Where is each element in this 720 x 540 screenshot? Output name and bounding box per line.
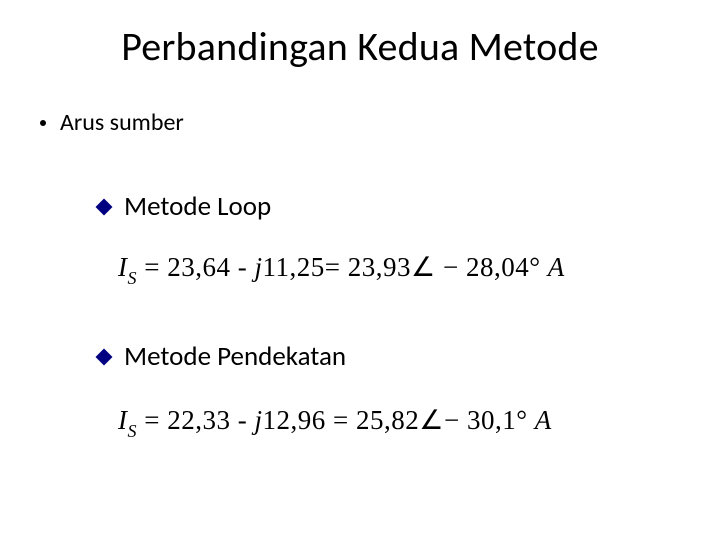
eq-angsign: − — [444, 405, 460, 435]
slide: Perbandingan Kedua Metode Arus sumber Me… — [0, 0, 720, 540]
eq-ang: 28,04 — [466, 252, 529, 282]
sub-bullet-label: Metode Pendekatan — [124, 340, 346, 373]
sub-bullet-label: Metode Loop — [124, 190, 271, 223]
eq-eq2: = — [333, 405, 356, 435]
eq-var: I — [118, 405, 128, 435]
eq-ang: 30,1 — [467, 405, 516, 435]
eq-j: j — [254, 252, 262, 282]
eq-re: 23,64 — [167, 252, 230, 282]
eq-sub: S — [128, 268, 138, 288]
equation-metode-loop: IS = 23,64 - j11,25= 23,93∠ − 28,04° A — [118, 252, 565, 287]
bullet-text: Arus sumber — [60, 108, 184, 137]
eq-unit: A — [548, 252, 565, 282]
bullet-dot-icon — [40, 120, 46, 126]
bullet-item-arus-sumber: Arus sumber — [40, 108, 184, 137]
eq-equals: = — [144, 405, 167, 435]
slide-title: Perbandingan Kedua Metode — [0, 22, 720, 71]
equation-metode-pendekatan: IS = 22,33 - j12,96 = 25,82∠− 30,1° A — [118, 405, 552, 440]
eq-equals: = — [144, 252, 167, 282]
eq-var: I — [118, 252, 128, 282]
eq-imsign: - — [238, 405, 255, 435]
diamond-bullet-icon — [96, 198, 113, 215]
eq-deg: ° — [516, 405, 535, 435]
eq-angsign: − — [443, 252, 459, 282]
eq-im: 12,96 — [263, 405, 326, 435]
eq-unit: A — [535, 405, 552, 435]
eq-mag: 23,93 — [348, 252, 411, 282]
eq-mag: 25,82 — [356, 405, 419, 435]
eq-j: j — [254, 405, 262, 435]
eq-im: 11,25 — [263, 252, 325, 282]
eq-space — [459, 252, 466, 282]
sub-bullet-metode-loop: Metode Loop — [98, 190, 271, 223]
eq-sub: S — [128, 421, 138, 441]
eq-angle-sym: ∠ — [419, 405, 444, 435]
eq-deg: ° — [529, 252, 548, 282]
eq-space — [460, 405, 467, 435]
eq-eq2: = — [325, 252, 348, 282]
diamond-bullet-icon — [96, 348, 113, 365]
eq-angle-sym: ∠ — [411, 252, 443, 282]
sub-bullet-metode-pendekatan: Metode Pendekatan — [98, 340, 346, 373]
eq-imsign: - — [238, 252, 255, 282]
eq-re: 22,33 — [167, 405, 230, 435]
